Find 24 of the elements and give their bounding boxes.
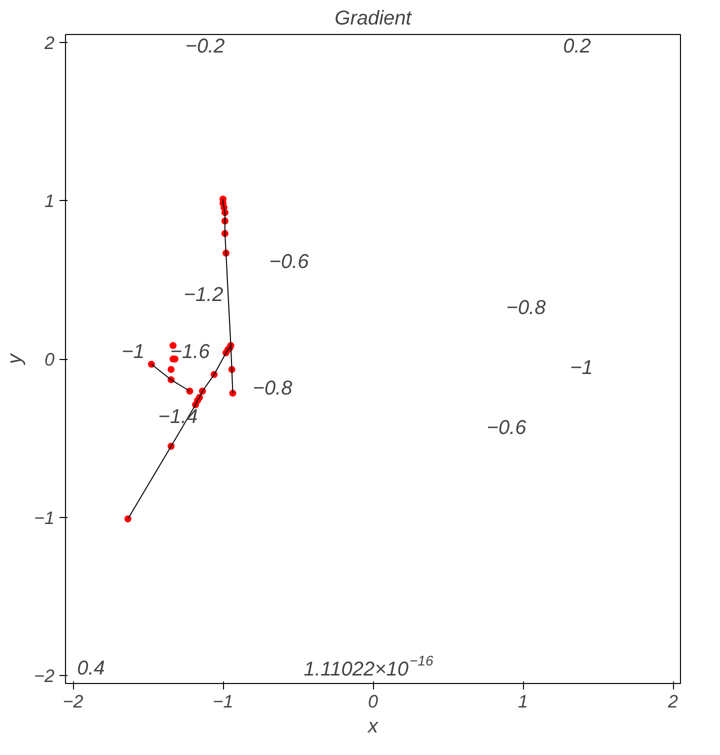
x-tick-label: −2 <box>62 692 84 712</box>
annotation: −1 <box>570 356 593 379</box>
annotation: −1.2 <box>184 284 224 306</box>
annotation: 0.2 <box>563 36 591 58</box>
x-tick-label: −1 <box>212 692 234 712</box>
y-axis-title: y <box>4 353 26 366</box>
annotation: 0.4 <box>77 658 105 680</box>
y-tick-label: 0 <box>44 350 55 370</box>
annotation: −0.6 <box>486 417 528 440</box>
x-tick-label: 1 <box>518 692 528 712</box>
y-tick-label: 1 <box>44 191 55 212</box>
annotation: −0.2 <box>185 36 225 58</box>
annotation: −1.6 <box>170 341 211 364</box>
y-tick-label: −2 <box>34 666 55 686</box>
annotation: −0.8 <box>506 296 546 319</box>
x-axis-title: x <box>367 716 379 738</box>
chart-title: Gradient <box>334 8 413 30</box>
x-tick-label: 0 <box>368 692 378 712</box>
annotation: −0.6 <box>269 250 310 273</box>
annotation: −1 <box>122 341 144 364</box>
y-tick-label: −1 <box>34 508 55 528</box>
x-tick-label: 2 <box>666 692 678 712</box>
y-tick-label: 2 <box>43 32 55 53</box>
annotation: −0.8 <box>252 377 292 400</box>
